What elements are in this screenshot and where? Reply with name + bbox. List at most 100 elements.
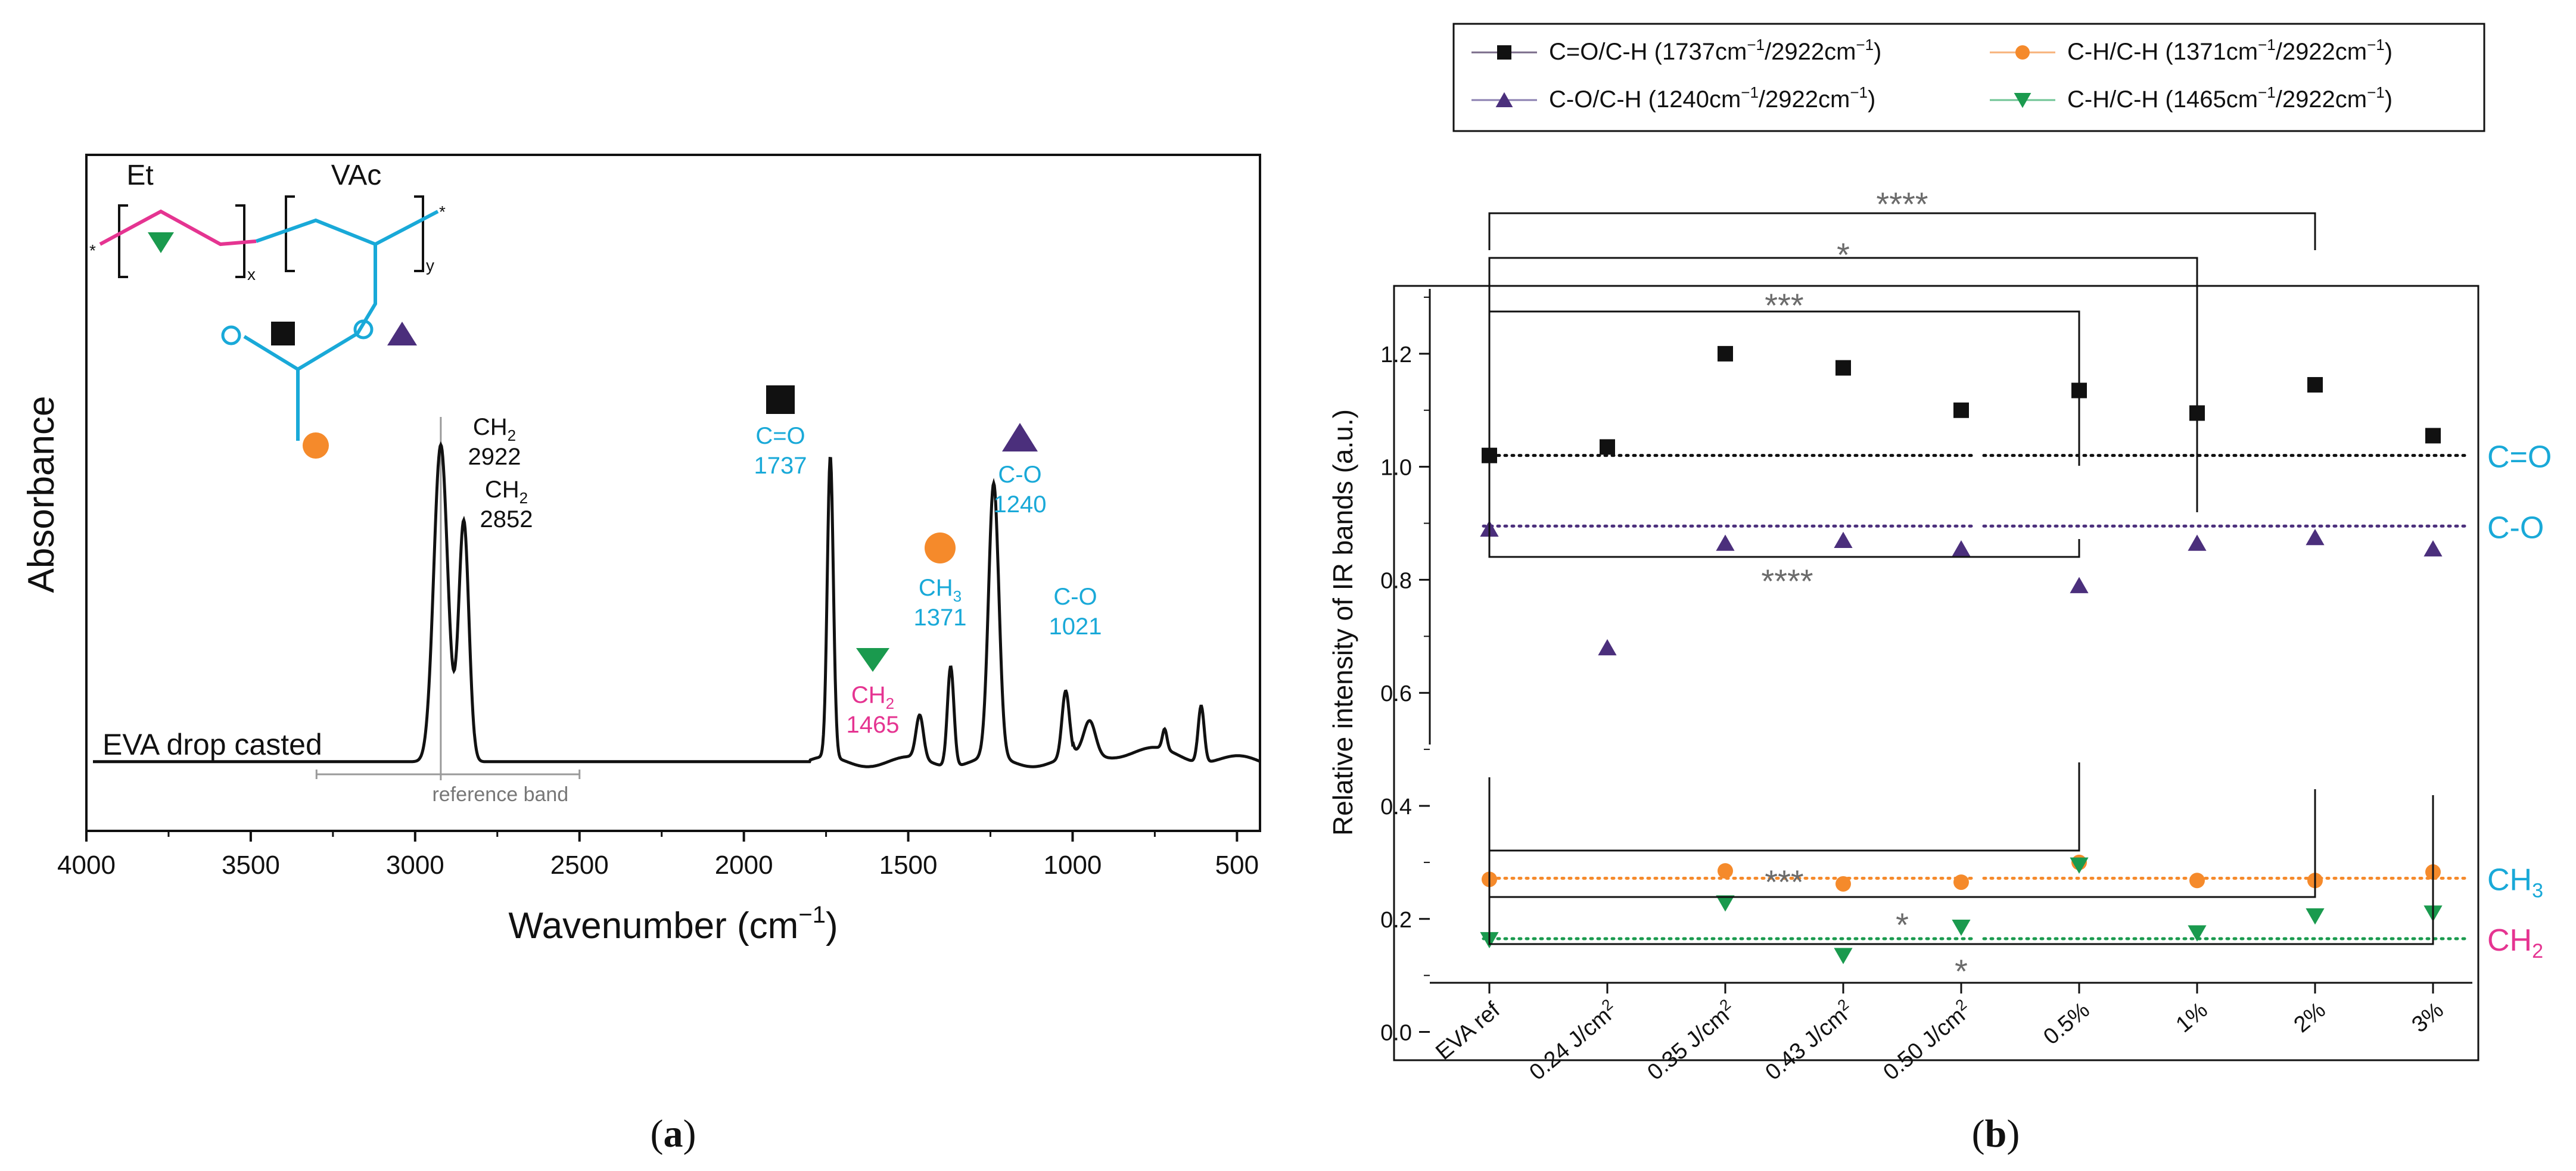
point-triangle-down bbox=[1834, 948, 1853, 964]
peak-label-group: C-O bbox=[998, 462, 1041, 488]
side-label: CH3 bbox=[2487, 862, 2543, 902]
peak-label-group-text: C=O bbox=[755, 423, 805, 449]
legend-box bbox=[1452, 23, 2485, 132]
structure-marker-purple-triangle bbox=[387, 322, 417, 345]
panel-a-x-axis-title: Wavenumber (cm−1) bbox=[508, 902, 838, 946]
significance-label: *** bbox=[1765, 286, 1803, 324]
reference-band-label: reference band bbox=[432, 783, 568, 806]
category-label: 1% bbox=[2171, 998, 2213, 1038]
significance-label: *** bbox=[1765, 863, 1803, 901]
category-label-text: 3% bbox=[2407, 998, 2449, 1038]
legend-text-mid: /2922cm bbox=[1765, 39, 1856, 65]
legend-sup: −1 bbox=[2258, 36, 2276, 54]
significance-bracket bbox=[1488, 789, 2316, 898]
peak-label-value: 1737 bbox=[754, 453, 807, 479]
point-triangle-down bbox=[1716, 895, 1735, 912]
panel-a-y-axis-title: Absorbance bbox=[21, 396, 62, 593]
category-label-text: 0.43 J/cm bbox=[1761, 1003, 1852, 1085]
point-triangle-up bbox=[2306, 528, 2325, 546]
x-tick-label: 3000 bbox=[386, 851, 444, 880]
side-label: C=O bbox=[2487, 440, 2552, 475]
point-circle bbox=[1835, 876, 1851, 892]
side-label-text: C-O bbox=[2487, 510, 2544, 545]
significance-bracket bbox=[1488, 257, 2198, 512]
category-label: 3% bbox=[2407, 998, 2449, 1038]
legend: C=O/C-H (1737cm−1/2922cm−1) C-H/C-H (1371… bbox=[1452, 23, 2485, 132]
point-triangle-up bbox=[2423, 540, 2443, 557]
structure-marker-green-triangle bbox=[148, 232, 174, 253]
peak-label-value: 1021 bbox=[1049, 613, 1102, 640]
legend-sup: −1 bbox=[1850, 83, 1868, 101]
significance-bracket bbox=[1488, 212, 2316, 250]
category-label: 0.50 J/cm2 bbox=[1877, 995, 1976, 1085]
category-label-text: 2% bbox=[2289, 998, 2331, 1038]
eva-structure: Et VAc * * x y bbox=[89, 160, 446, 459]
legend-sup: −1 bbox=[1741, 83, 1759, 101]
panel-b-y-axis-title: Relative intensity of IR bands (a.u.) bbox=[1327, 409, 1358, 836]
significance-label: * bbox=[1837, 236, 1850, 273]
bracket-y bbox=[285, 195, 424, 272]
legend-text-end: ) bbox=[2385, 39, 2393, 65]
legend-text: C-O/C-H (1240cm−1/2922cm−1) bbox=[1549, 83, 1875, 113]
significance-label: **** bbox=[1876, 185, 1928, 223]
side-label: CH2 bbox=[2487, 923, 2543, 963]
point-circle bbox=[2189, 873, 2205, 889]
point-triangle-down bbox=[2188, 925, 2207, 942]
chain-end-right: * bbox=[439, 203, 446, 221]
structure-marker-square bbox=[271, 322, 295, 345]
peak-label-group: CH2 bbox=[851, 682, 894, 712]
x-tick-label: 3500 bbox=[222, 851, 280, 880]
legend-text: C-H/C-H (1371cm−1/2922cm−1) bbox=[2067, 36, 2393, 65]
spectrum-series-label: EVA drop casted bbox=[102, 728, 322, 761]
point-circle bbox=[2015, 45, 2030, 60]
et-label: Et bbox=[126, 160, 153, 191]
legend-text-end: ) bbox=[2385, 86, 2393, 113]
side-labels: C=O C-O CH3 CH2 bbox=[2487, 440, 2552, 963]
et-chain bbox=[99, 209, 257, 247]
legend-text-end: ) bbox=[1868, 86, 1875, 113]
peak-label-value: 2852 bbox=[480, 506, 533, 532]
category-label: EVA ref bbox=[1431, 997, 1505, 1064]
x-tick-label: 4000 bbox=[57, 851, 116, 880]
y-tick-label: 0.8 bbox=[1380, 568, 1412, 593]
side-label-text: CH bbox=[2487, 862, 2532, 897]
category-label-text: 0.35 J/cm bbox=[1643, 1003, 1734, 1085]
panel-label-b: (b) bbox=[1972, 1112, 2020, 1156]
structure-marker-orange-circle bbox=[303, 432, 329, 459]
significance-bracket bbox=[1488, 465, 2080, 558]
legend-text-main: C-O/C-H (1240cm bbox=[1549, 86, 1741, 113]
x-tick-label: 1500 bbox=[879, 851, 938, 880]
y-tick-label: 0.0 bbox=[1380, 1021, 1412, 1046]
point-triangle-up bbox=[1834, 531, 1853, 549]
point-triangle-down bbox=[1952, 920, 1971, 936]
legend-text-main: C=O/C-H (1737cm bbox=[1549, 39, 1747, 65]
y-tick-label: 1.0 bbox=[1380, 456, 1412, 481]
significance-brackets: ***************** bbox=[1488, 185, 2434, 990]
carbonyl-o bbox=[221, 325, 241, 345]
y-tick-label: 1.2 bbox=[1380, 342, 1412, 368]
legend-text: C=O/C-H (1737cm−1/2922cm−1) bbox=[1549, 36, 1881, 65]
category-label: 0.43 J/cm2 bbox=[1759, 995, 1858, 1085]
side-label-sub: 3 bbox=[2532, 879, 2543, 902]
category-label-text: 1% bbox=[2171, 998, 2213, 1038]
vac-chain bbox=[256, 210, 439, 247]
point-square bbox=[1600, 439, 1615, 455]
panel-b-y-axis: 0.0 0.2 0.4 0.6 0.8 1.0 1.2 bbox=[1380, 289, 1431, 1046]
peak-label-value: 2922 bbox=[468, 444, 521, 470]
peak-label-sub: 2 bbox=[519, 489, 528, 507]
subscript-x: x bbox=[247, 265, 256, 284]
point-triangle-up bbox=[1495, 92, 1513, 107]
x-tick-label: 1000 bbox=[1044, 851, 1102, 880]
ester-o bbox=[353, 319, 374, 340]
panel-a-spectrum: 4000 3500 3000 2500 2000 1500 1000 500 Wavenumb… bbox=[21, 154, 1261, 946]
legend-entries: C=O/C-H (1737cm−1/2922cm−1) C-H/C-H (1371… bbox=[1471, 36, 2393, 113]
legend-sup: −1 bbox=[2258, 83, 2276, 101]
peak-label-sub: 2 bbox=[508, 426, 516, 444]
peak-annotations: CH22922CH22852C=O1737CH21465CH31371C-O12… bbox=[468, 385, 1102, 738]
peak-label-value: 1465 bbox=[847, 712, 900, 738]
category-label-text: 0.24 J/cm bbox=[1525, 1003, 1616, 1085]
subscript-y: y bbox=[426, 256, 434, 275]
legend-text-mid: /2922cm bbox=[2276, 86, 2367, 113]
point-square bbox=[1953, 402, 1969, 418]
